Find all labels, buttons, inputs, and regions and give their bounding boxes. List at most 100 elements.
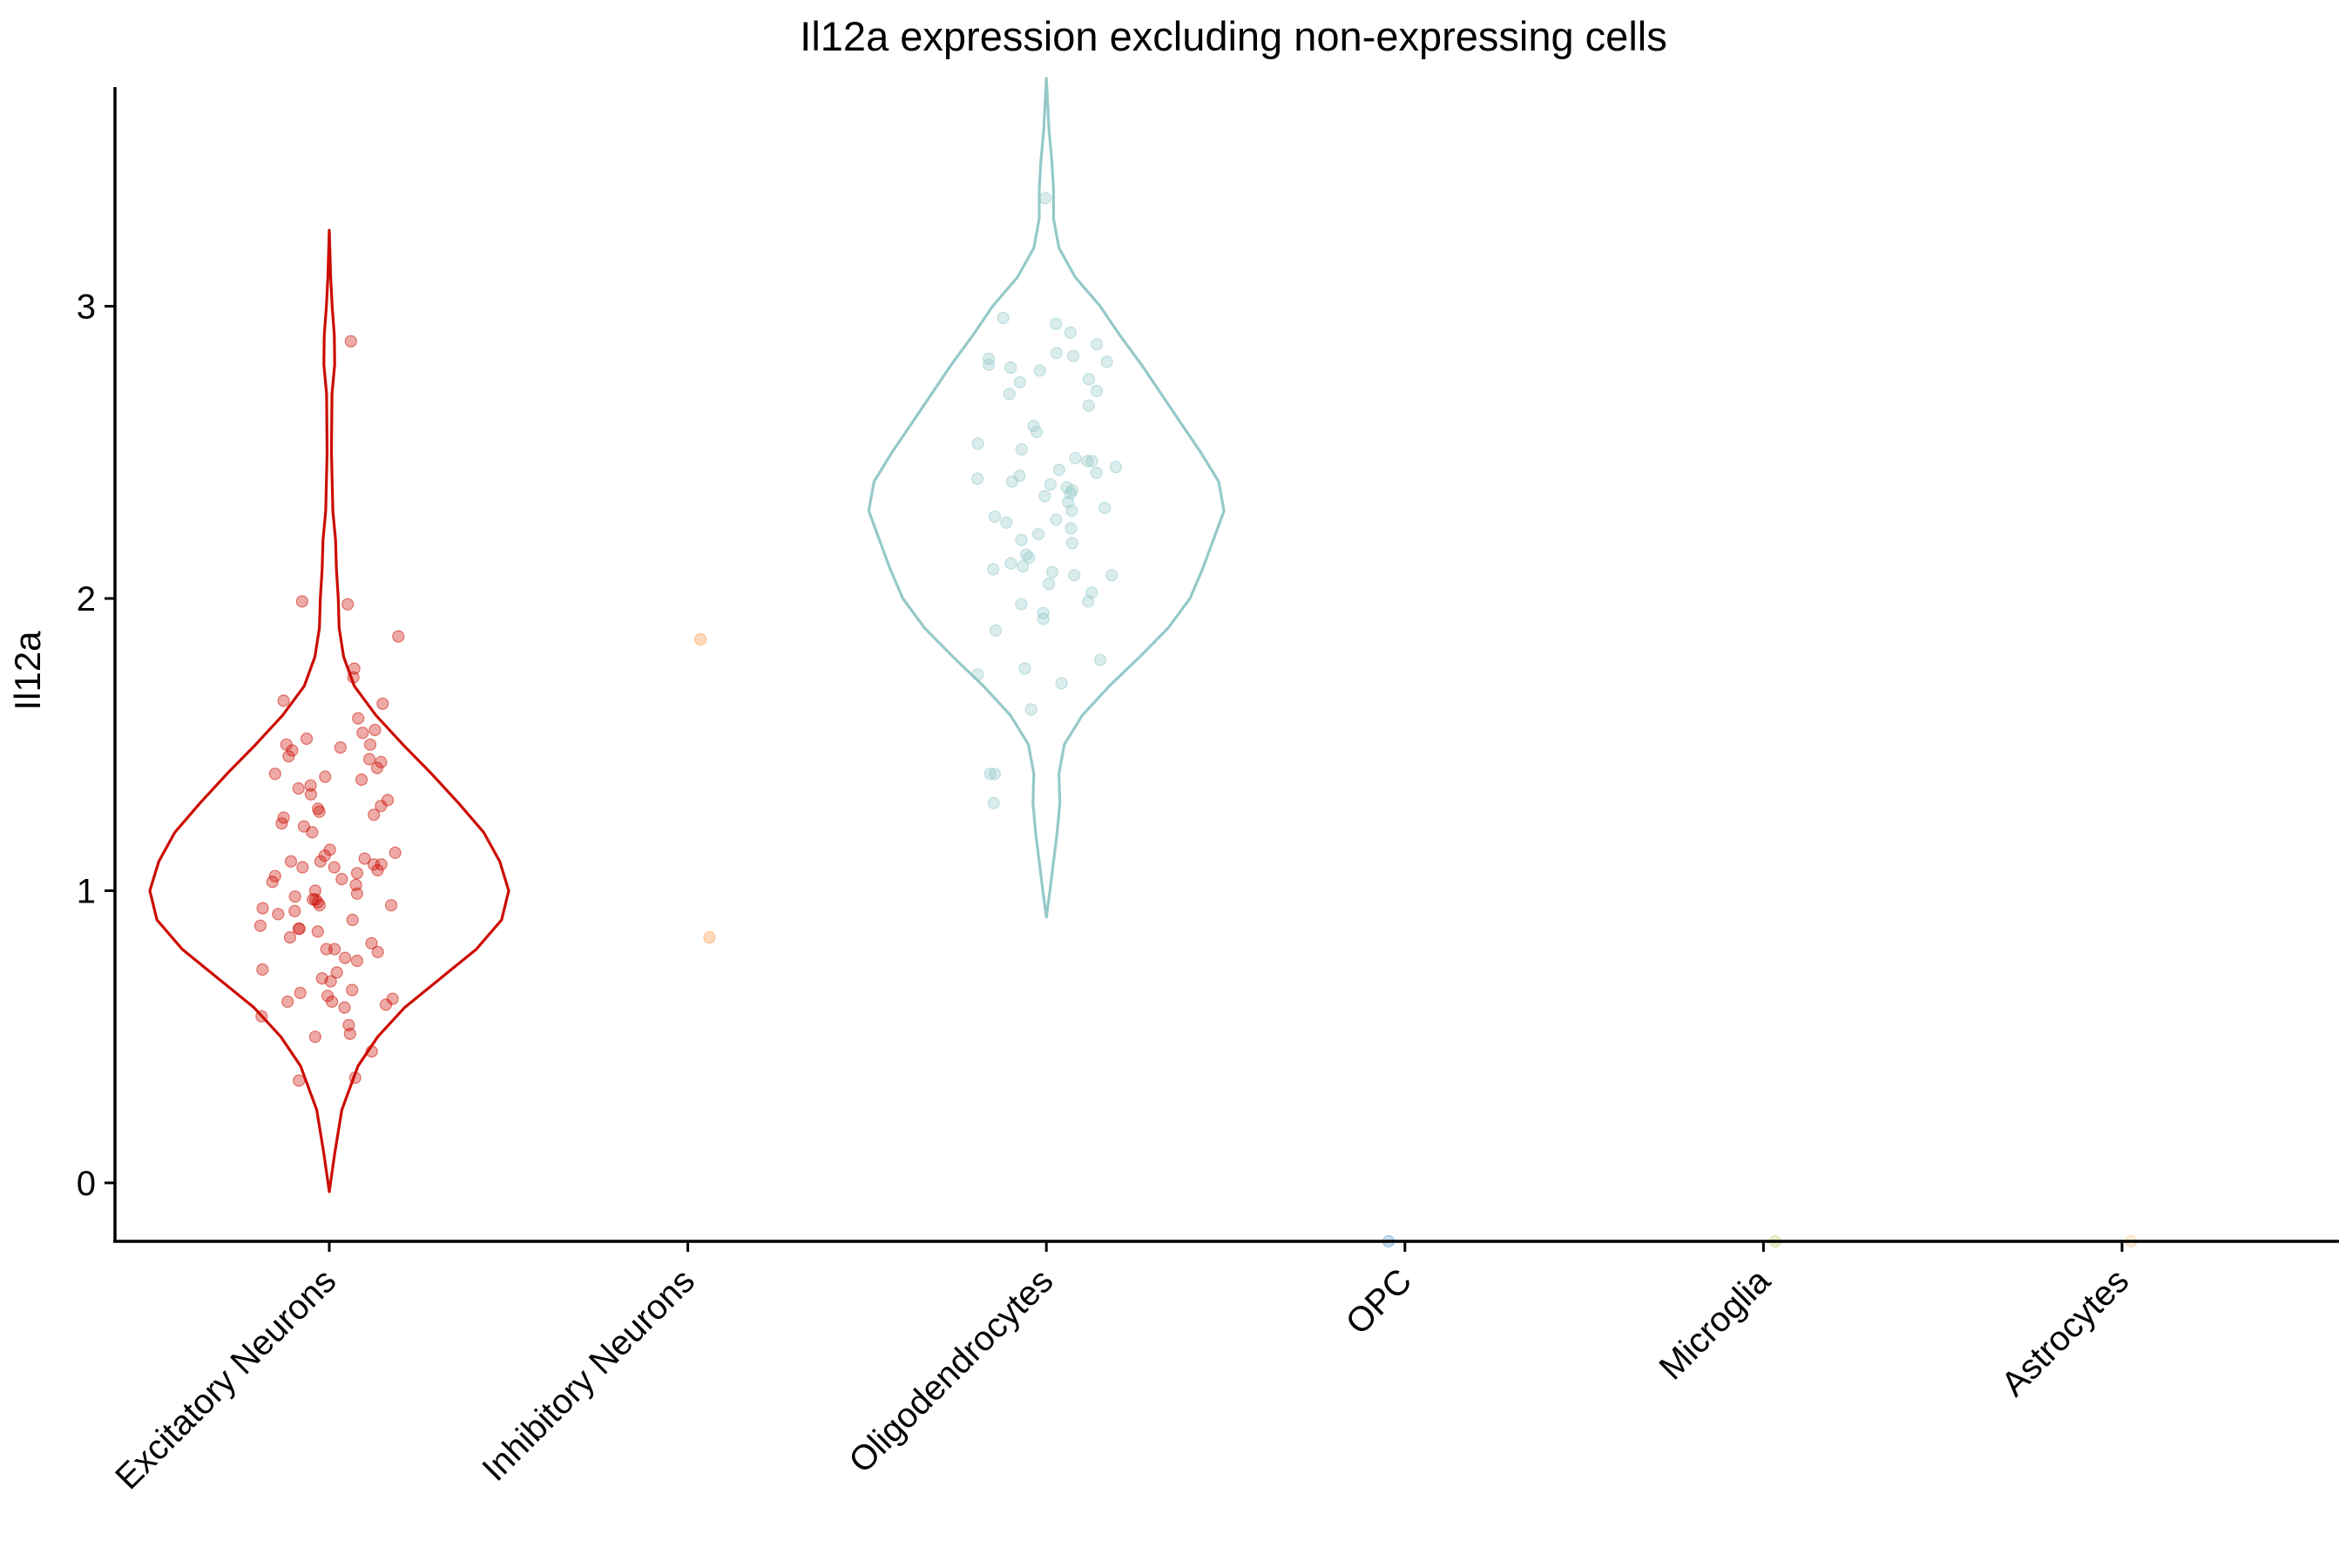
point-oligodendrocytes (1082, 399, 1096, 412)
chart-title: Il12a expression excluding non-expressin… (800, 13, 1666, 59)
point-excitatory-neurons (288, 890, 301, 903)
point-oligodendrocytes (1050, 513, 1063, 526)
point-oligodendrocytes (988, 510, 1002, 524)
point-oligodendrocytes (1094, 653, 1107, 666)
point-excitatory-neurons (308, 1031, 321, 1044)
point-oligodendrocytes (1091, 338, 1104, 351)
point-excitatory-neurons (368, 723, 382, 737)
point-excitatory-neurons (344, 335, 357, 348)
point-oligodendrocytes (1109, 460, 1122, 474)
point-oligodendrocytes (1069, 451, 1082, 465)
point-oligodendrocytes (987, 796, 1000, 809)
point-excitatory-neurons (295, 595, 308, 608)
point-excitatory-neurons (365, 1044, 378, 1058)
point-oligodendrocytes (1090, 384, 1104, 397)
point-excitatory-neurons (304, 787, 317, 801)
point-excitatory-neurons (350, 954, 363, 968)
point-excitatory-neurons (313, 899, 326, 912)
point-excitatory-neurons (292, 922, 305, 936)
x-tick-label-astrocytes: Astrocytes (1994, 1261, 2136, 1403)
point-layer (253, 192, 2138, 1248)
violin-layer (148, 77, 1226, 1193)
point-excitatory-neurons (277, 694, 290, 707)
y-axis: 0 1 2 3 (77, 288, 115, 1203)
y-tick-label: 1 (77, 872, 96, 910)
point-excitatory-neurons (363, 738, 377, 751)
point-excitatory-neurons (288, 904, 301, 918)
point-oligodendrocytes (1015, 533, 1028, 547)
point-excitatory-neurons (335, 872, 348, 886)
point-excitatory-neurons (283, 930, 296, 944)
violin-oligodendrocytes (867, 77, 1226, 919)
point-oligodendrocytes (1105, 569, 1119, 582)
point-oligodendrocytes (1037, 612, 1050, 625)
point-excitatory-neurons (268, 767, 281, 781)
point-oligodendrocytes (1042, 578, 1056, 591)
point-oligodendrocytes (1044, 478, 1057, 491)
y-tick-label: 2 (77, 580, 96, 618)
point-oligodendrocytes (1038, 490, 1051, 503)
point-oligodendrocytes (1003, 388, 1016, 401)
point-excitatory-neurons (370, 761, 384, 774)
point-excitatory-neurons (338, 1001, 351, 1014)
point-excitatory-neurons (256, 963, 269, 977)
point-excitatory-neurons (324, 975, 337, 988)
point-excitatory-neurons (392, 630, 405, 643)
point-excitatory-neurons (348, 662, 361, 675)
point-oligodendrocytes (1024, 703, 1037, 716)
point-excitatory-neurons (319, 770, 332, 783)
point-excitatory-neurons (253, 919, 267, 932)
point-oligodendrocytes (1033, 364, 1046, 377)
point-excitatory-neurons (313, 805, 326, 819)
point-excitatory-neurons (284, 855, 298, 868)
point-oligodendrocytes (1005, 475, 1019, 488)
point-oligodendrocytes (1013, 375, 1026, 389)
point-excitatory-neurons (296, 861, 309, 874)
y-tick-label: 3 (77, 288, 96, 327)
point-oligodendrocytes (1017, 559, 1030, 573)
point-oligodendrocytes (1027, 420, 1040, 433)
point-excitatory-neurons (281, 995, 294, 1009)
point-excitatory-neurons (304, 779, 317, 792)
point-excitatory-neurons (371, 863, 384, 877)
point-oligodendrocytes (1065, 504, 1078, 517)
point-excitatory-neurons (292, 781, 305, 795)
point-excitatory-neurons (350, 887, 363, 900)
x-tick-label-opc: OPC (1339, 1261, 1419, 1342)
point-oligodendrocytes (1050, 347, 1063, 360)
point-oligodendrocytes (989, 624, 1003, 638)
point-oligodendrocytes (1068, 569, 1081, 582)
point-oligodendrocytes (970, 472, 984, 485)
point-excitatory-neurons (362, 753, 376, 766)
x-tick-label-excitatory-neurons: Excitatory Neurons (108, 1261, 343, 1497)
point-oligodendrocytes (1052, 463, 1065, 476)
point-oligodendrocytes (997, 311, 1010, 325)
point-oligodendrocytes (1098, 501, 1112, 515)
x-tick-label-inhibitory-neurons: Inhibitory Neurons (475, 1261, 702, 1489)
y-tick-label: 0 (77, 1165, 96, 1203)
point-excitatory-neurons (365, 936, 378, 950)
point-inhibitory-neurons (694, 632, 707, 646)
point-excitatory-neurons (326, 995, 339, 1009)
point-oligodendrocytes (1090, 466, 1103, 479)
point-oligodendrocytes (971, 668, 984, 681)
point-excitatory-neurons (286, 744, 299, 757)
point-oligodendrocytes (1082, 595, 1095, 608)
point-excitatory-neurons (300, 732, 314, 746)
point-excitatory-neurons (355, 773, 368, 787)
point-excitatory-neurons (306, 826, 319, 839)
point-oligodendrocytes (1085, 455, 1098, 468)
point-excitatory-neurons (311, 925, 324, 938)
point-excitatory-neurons (334, 740, 347, 754)
point-oligodendrocytes (1045, 565, 1059, 578)
point-excitatory-neurons (275, 817, 288, 830)
point-excitatory-neurons (371, 945, 384, 959)
point-oligodendrocytes (1000, 516, 1013, 529)
point-excitatory-neurons (341, 598, 355, 611)
point-excitatory-neurons (266, 875, 279, 889)
point-oligodendrocytes (1065, 537, 1078, 550)
point-excitatory-neurons (347, 671, 360, 684)
point-excitatory-neurons (389, 846, 402, 860)
point-excitatory-neurons (346, 983, 359, 997)
